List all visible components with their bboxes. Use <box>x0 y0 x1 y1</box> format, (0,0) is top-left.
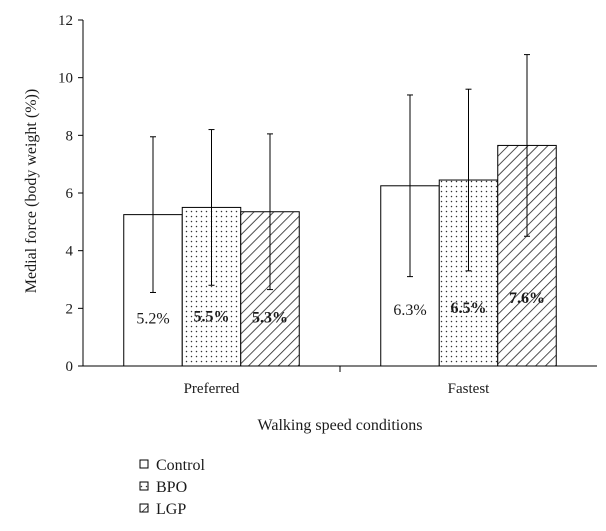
data-label: 7.6% <box>509 290 545 307</box>
legend-label: LGP <box>156 501 186 518</box>
legend-swatch-bpo <box>139 481 149 491</box>
x-tick-label: Fastest <box>448 381 491 397</box>
data-label: 5.5% <box>194 308 230 325</box>
x-axis-title: Walking speed conditions <box>258 417 423 434</box>
legend-swatch-lgp <box>139 503 149 513</box>
data-label: 5.3% <box>252 310 288 327</box>
y-tick-label: 12 <box>58 13 73 29</box>
data-label: 5.2% <box>136 311 169 328</box>
y-tick-label: 8 <box>66 128 74 144</box>
legend: Control BPO LGP <box>139 457 205 518</box>
legend-label: Control <box>156 457 205 474</box>
y-tick-label: 10 <box>58 71 73 87</box>
plot-area: 0 2 4 6 8 10 12 5.2% 5.5% 5.3% Preferred 6.3% 6.5% 7.… <box>58 13 597 397</box>
y-tick-label: 2 <box>66 301 74 317</box>
legend-swatch-control <box>139 459 149 469</box>
y-tick-label: 4 <box>66 244 74 260</box>
data-label: 6.3% <box>393 302 426 319</box>
data-label: 6.5% <box>451 300 487 317</box>
y-axis-title: Medial force (body weight (%)) <box>23 89 40 293</box>
y-tick-label: 0 <box>66 359 74 375</box>
y-tick-label: 6 <box>66 186 74 202</box>
x-tick-label: Preferred <box>184 381 240 397</box>
legend-label: BPO <box>156 479 187 496</box>
